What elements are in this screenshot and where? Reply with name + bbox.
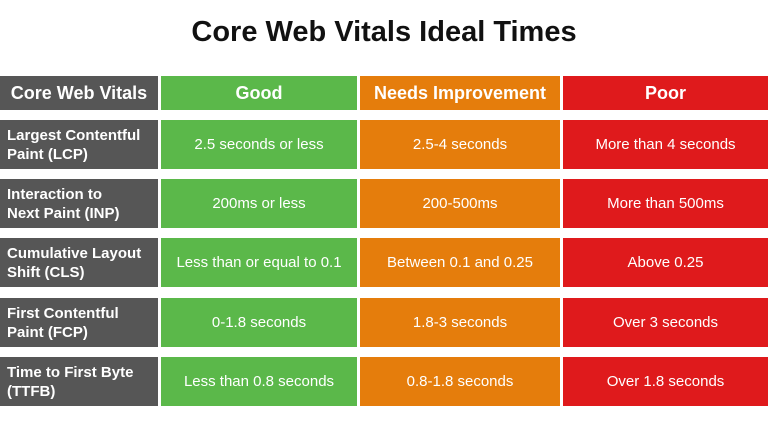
- column-header: Needs Improvement: [360, 76, 560, 110]
- table-cell: Over 3 seconds: [563, 298, 768, 347]
- table-cell: Less than or equal to 0.1: [161, 238, 357, 287]
- table-cell: 0.8-1.8 seconds: [360, 357, 560, 406]
- table-cell: 0-1.8 seconds: [161, 298, 357, 347]
- title: Core Web Vitals Ideal Times: [191, 16, 577, 48]
- table-cell: Above 0.25: [563, 238, 768, 287]
- table-cell: 200-500ms: [360, 179, 560, 228]
- table-cell: More than 500ms: [563, 179, 768, 228]
- column-header: Good: [161, 76, 357, 110]
- column-header: Core Web Vitals: [0, 76, 158, 110]
- table-cell: Over 1.8 seconds: [563, 357, 768, 406]
- table-cell: 200ms or less: [161, 179, 357, 228]
- row-label: First Contentful Paint (FCP): [0, 298, 158, 347]
- table-cell: More than 4 seconds: [563, 120, 768, 169]
- row-label: Time to First Byte (TTFB): [0, 357, 158, 406]
- row-label: Largest Contentful Paint (LCP): [0, 120, 158, 169]
- column-header: Poor: [563, 76, 768, 110]
- table-cell: 1.8-3 seconds: [360, 298, 560, 347]
- table-cell: 2.5-4 seconds: [360, 120, 560, 169]
- table-cell: Between 0.1 and 0.25: [360, 238, 560, 287]
- row-label: Interaction to Next Paint (INP): [0, 179, 158, 228]
- row-label: Cumulative Layout Shift (CLS): [0, 238, 158, 287]
- table-cell: Less than 0.8 seconds: [161, 357, 357, 406]
- table-cell: 2.5 seconds or less: [161, 120, 357, 169]
